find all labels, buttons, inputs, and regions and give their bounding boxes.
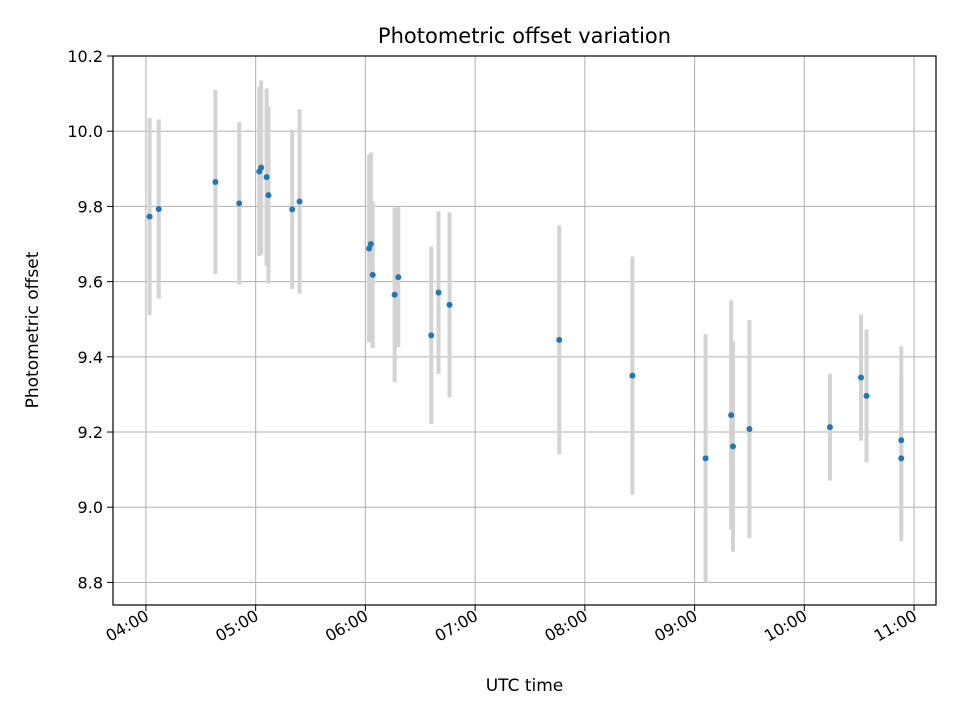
data-point bbox=[858, 374, 865, 381]
data-point bbox=[898, 437, 905, 444]
y-tick-label: 10.0 bbox=[67, 122, 103, 141]
data-point bbox=[629, 372, 636, 379]
x-axis-label: UTC time bbox=[486, 676, 564, 696]
data-point bbox=[826, 424, 833, 431]
data-point bbox=[446, 301, 453, 308]
data-point bbox=[728, 412, 735, 419]
data-point bbox=[435, 289, 442, 296]
y-axis-ticks: 8.8 9.0 9.2 9.4 9.6 9.8 10.0 10.2 bbox=[67, 47, 113, 592]
data-point bbox=[702, 455, 709, 462]
data-point bbox=[289, 206, 296, 213]
data-point bbox=[746, 426, 753, 433]
data-point bbox=[212, 178, 219, 185]
data-point bbox=[146, 213, 153, 220]
data-point bbox=[898, 455, 905, 462]
data-point bbox=[367, 241, 374, 248]
data-point bbox=[391, 291, 398, 298]
data-point bbox=[729, 443, 736, 450]
data-point bbox=[556, 336, 563, 343]
data-point bbox=[258, 164, 265, 171]
data-point bbox=[296, 198, 303, 205]
data-point bbox=[236, 200, 243, 207]
y-tick-label: 9.4 bbox=[78, 348, 103, 367]
chart-title: Photometric offset variation bbox=[378, 24, 671, 48]
y-tick-label: 9.0 bbox=[78, 498, 103, 517]
data-point bbox=[428, 332, 435, 339]
y-axis-label: Photometric offset bbox=[23, 251, 43, 408]
data-point bbox=[863, 392, 870, 399]
y-tick-label: 9.8 bbox=[78, 197, 103, 216]
y-tick-label: 9.2 bbox=[78, 423, 103, 442]
y-tick-label: 10.2 bbox=[67, 47, 103, 66]
data-points bbox=[146, 164, 905, 462]
data-point bbox=[155, 206, 162, 213]
data-point bbox=[395, 274, 402, 281]
data-point bbox=[369, 271, 376, 278]
data-point bbox=[265, 192, 272, 199]
data-point bbox=[366, 245, 373, 252]
y-tick-label: 9.6 bbox=[78, 273, 103, 292]
grid-lines bbox=[113, 55, 936, 605]
y-tick-label: 8.8 bbox=[78, 573, 103, 592]
plot-frame bbox=[112, 55, 937, 606]
data-point bbox=[263, 174, 270, 181]
